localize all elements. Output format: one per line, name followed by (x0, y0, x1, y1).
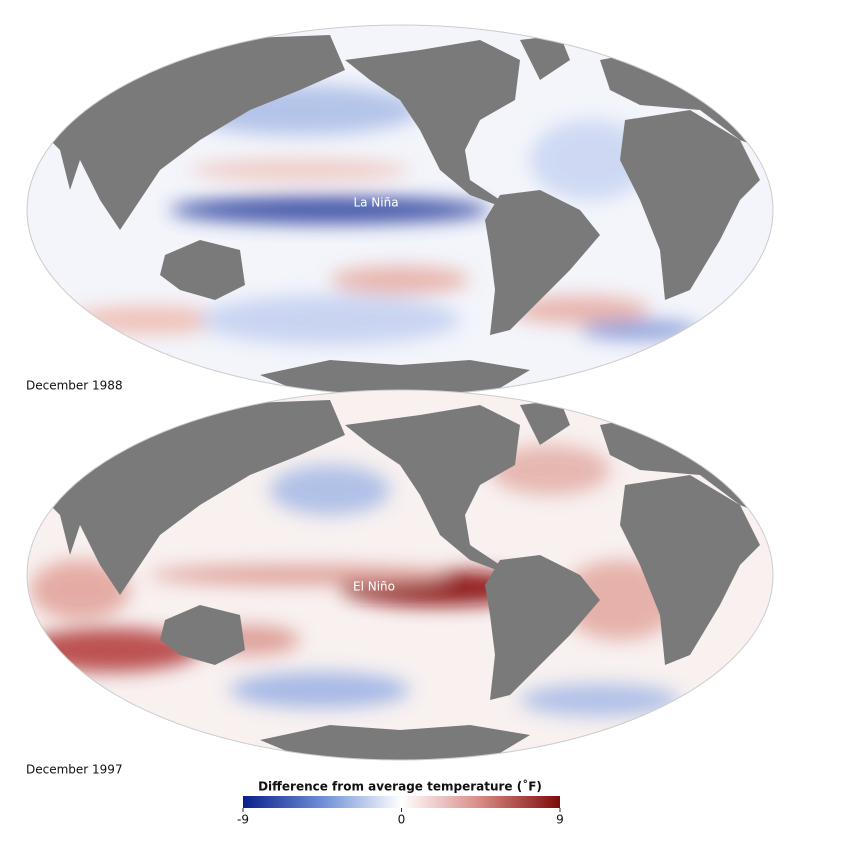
tick-label: 0 (398, 813, 406, 827)
tick-label: 9 (556, 813, 564, 827)
map-caption: December 1988 (26, 379, 123, 393)
map-outline (26, 389, 774, 761)
map-label: La Niña (353, 196, 398, 210)
map-caption: December 1997 (26, 763, 123, 777)
map-1997 (27, 390, 773, 760)
colorbar (243, 796, 560, 808)
tick-label: -9 (237, 813, 249, 827)
map-1988 (27, 25, 773, 395)
colorbar-title: Difference from average temperature (˚F) (258, 779, 542, 794)
colorbar-ticks: -9 0 9 (237, 808, 564, 827)
map-label: El Niño (353, 580, 395, 594)
